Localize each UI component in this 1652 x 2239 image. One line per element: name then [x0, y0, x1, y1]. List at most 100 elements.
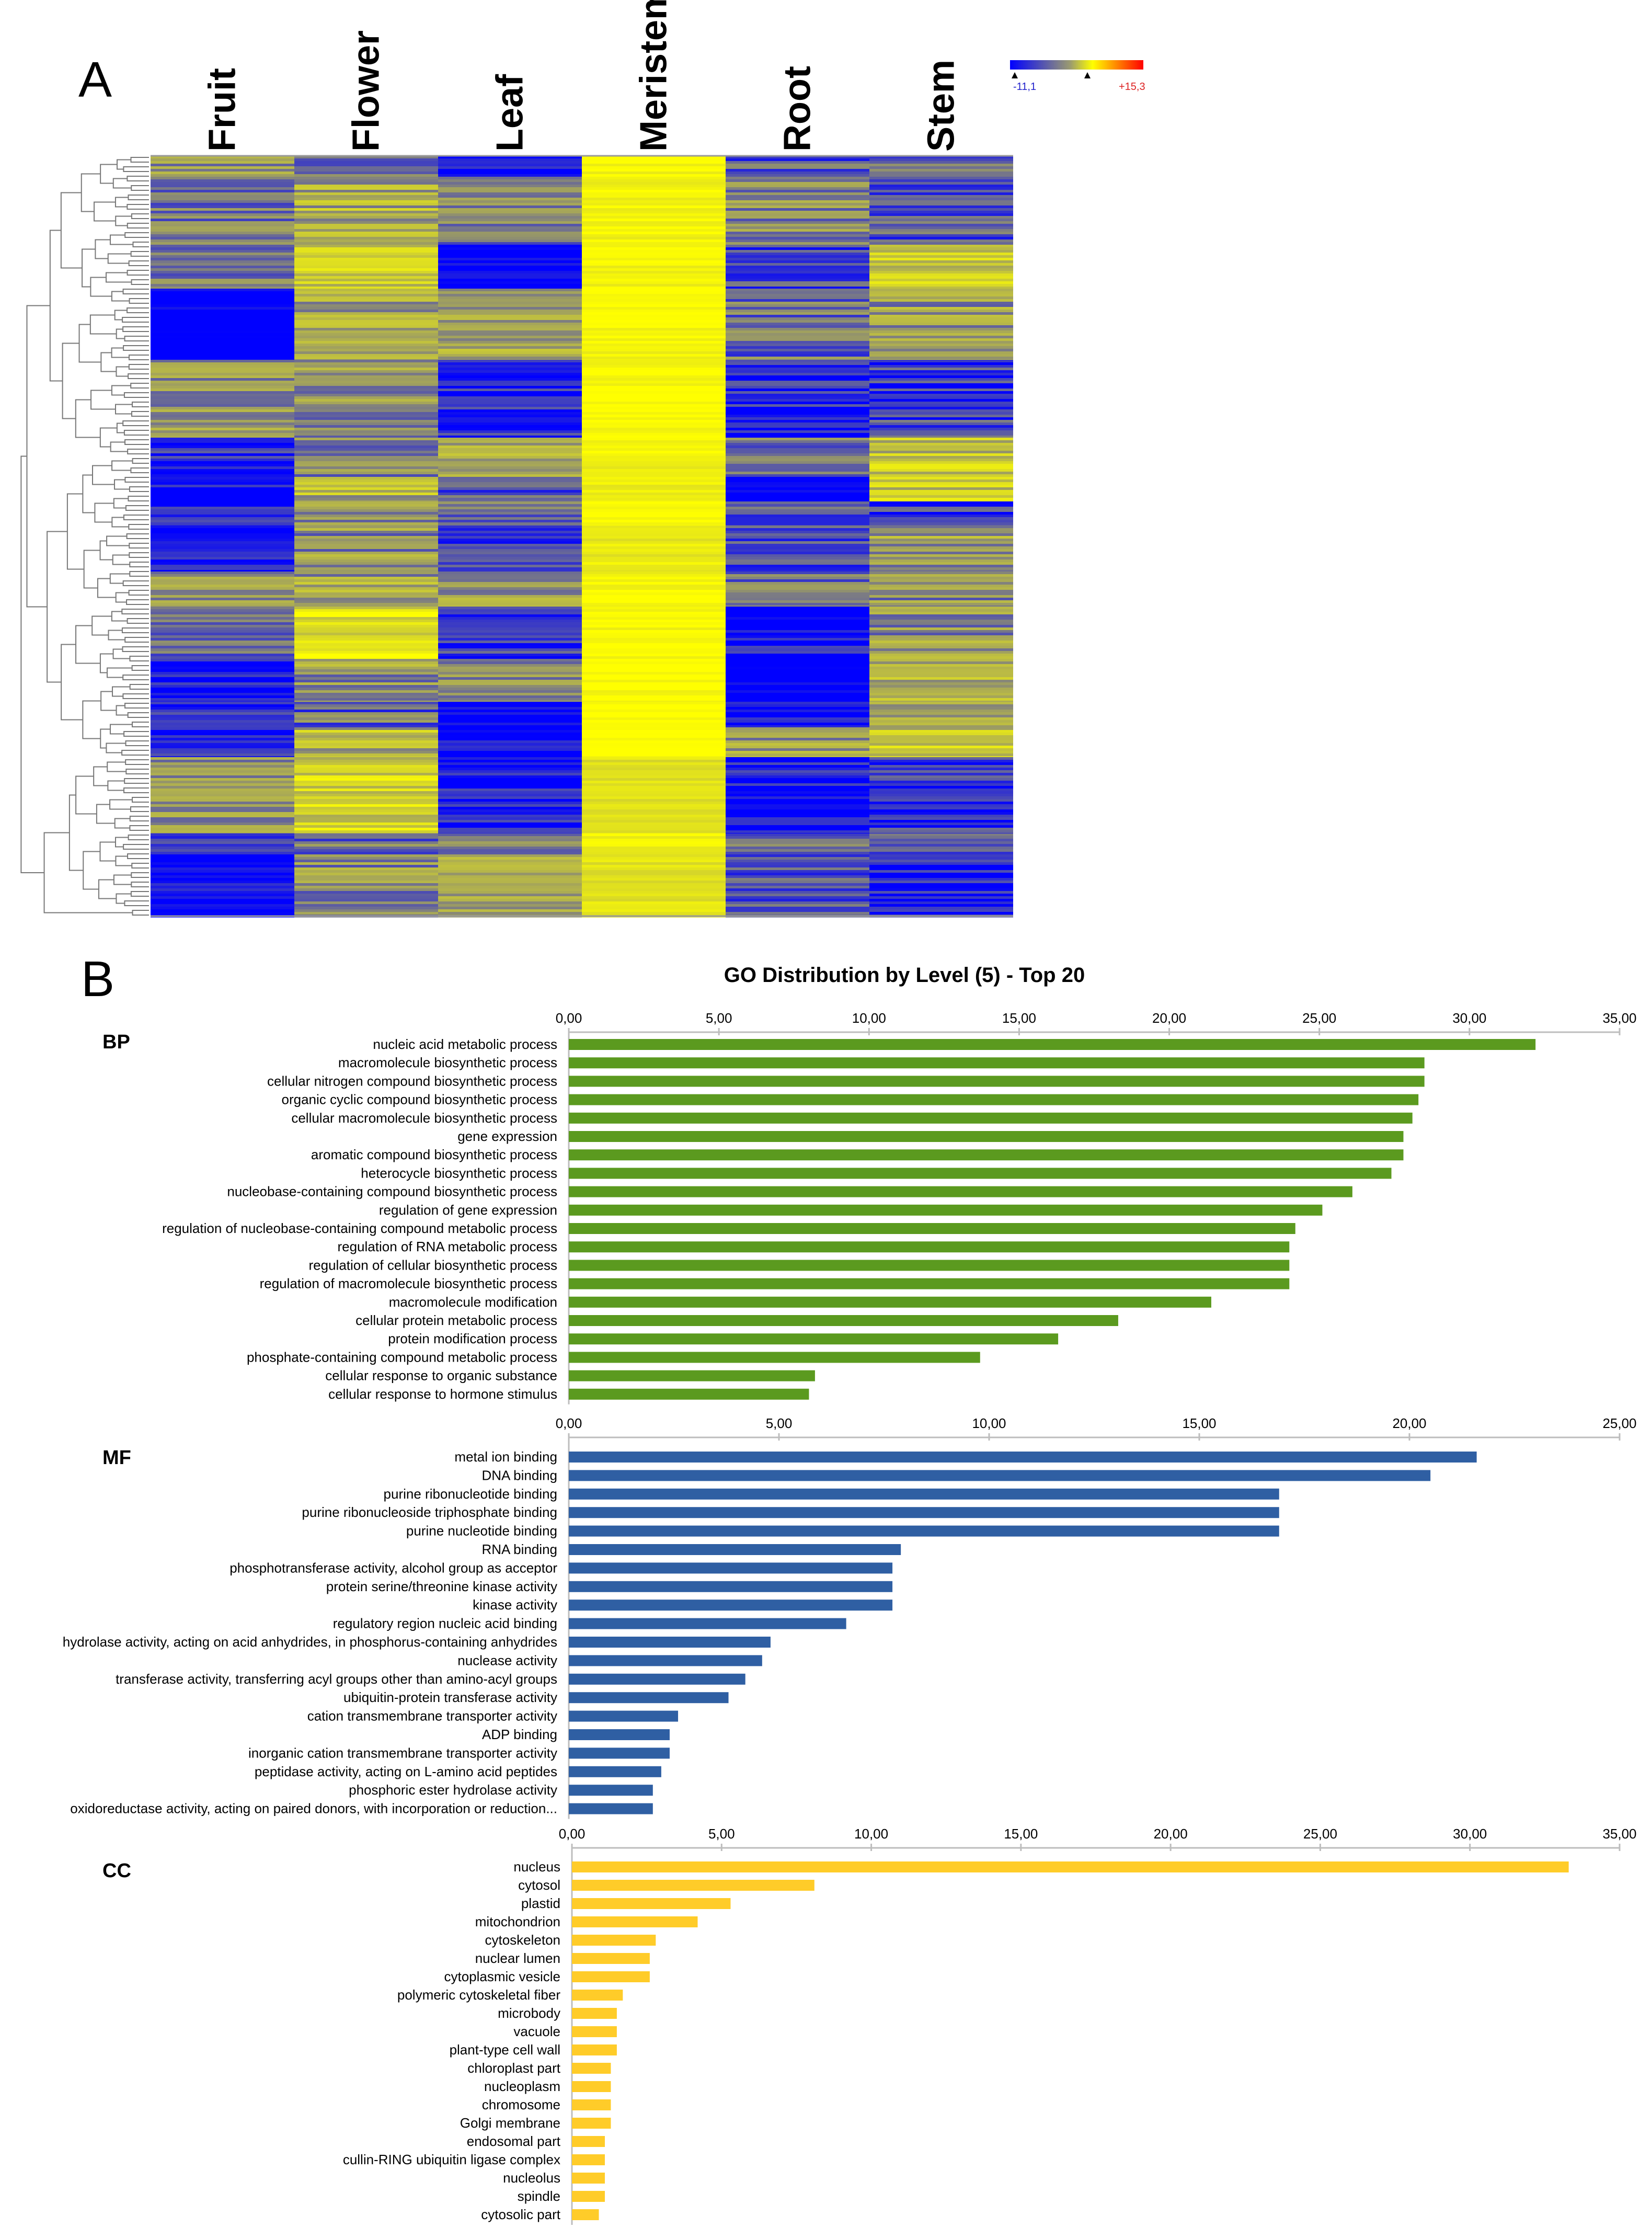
tick-label-mf: 20,00: [1392, 1415, 1426, 1431]
category-label-bp: macromolecule modification: [389, 1294, 557, 1310]
heatmap-column-root: [726, 156, 869, 918]
category-label-bp: cellular response to organic substance: [325, 1368, 557, 1384]
bar-bp: [569, 1278, 1290, 1289]
section-label-cc: CC: [102, 1860, 131, 1882]
category-label-mf: ubiquitin-protein transferase activity: [343, 1689, 557, 1705]
tick-label-mf: 25,00: [1602, 1415, 1636, 1431]
bar-bp: [569, 1388, 809, 1400]
category-label-cc: nucleolus: [503, 2170, 560, 2186]
category-label-mf: regulatory region nucleic acid binding: [333, 1616, 557, 1631]
category-label-bp: cellular protein metabolic process: [355, 1312, 557, 1328]
bar-bp: [569, 1186, 1352, 1197]
bar-bp: [569, 1112, 1413, 1124]
category-label-mf: metal ion binding: [454, 1449, 557, 1465]
scale-max-label: +15,3: [1119, 81, 1145, 93]
bar-mf: [569, 1600, 893, 1611]
tick-label-bp: 15,00: [1002, 1010, 1036, 1026]
tick-label-bp: 10,00: [852, 1010, 886, 1026]
category-label-mf: phosphotransferase activity, alcohol gro…: [230, 1560, 557, 1575]
category-label-cc: cullin-RING ubiquitin ligase complex: [343, 2152, 560, 2167]
category-label-bp: organic cyclic compound biosynthetic pro…: [282, 1092, 557, 1107]
scale-min-marker: [1012, 72, 1018, 78]
heatmap-column-meristem: [582, 156, 726, 918]
category-label-mf: protein serine/threonine kinase activity: [326, 1579, 557, 1594]
bar-bp: [569, 1057, 1425, 1069]
bar-mf: [569, 1766, 661, 1777]
bar-mf: [569, 1488, 1279, 1500]
tick-label-mf: 5,00: [766, 1415, 793, 1431]
bar-cc: [572, 1935, 656, 1946]
category-label-cc: nucleus: [513, 1859, 560, 1875]
bar-bp: [569, 1333, 1059, 1345]
category-label-bp: nucleobase-containing compound biosynthe…: [227, 1184, 557, 1200]
bar-chart-cc: 0,00 5,00 10,00 15,00 20,00 25,00 30,00 35,00 nu…: [343, 1826, 1637, 2225]
category-label-mf: nuclease activity: [457, 1652, 557, 1668]
tick-label-bp: 25,00: [1302, 1010, 1336, 1026]
color-scale-bar: [1010, 60, 1143, 70]
tick-label-bp: 5,00: [706, 1010, 732, 1026]
scale-mid-marker: [1084, 72, 1091, 78]
sample-label-flower: Flower: [346, 30, 387, 152]
bar-bp: [569, 1204, 1323, 1216]
bar-bp: [569, 1315, 1118, 1326]
sample-label-meristem: Meristem: [633, 0, 675, 152]
bar-cc: [572, 1916, 698, 1927]
bar-bp: [569, 1241, 1290, 1253]
category-label-mf: purine ribonucleoside triphosphate bindi…: [302, 1504, 557, 1520]
category-label-bp: cellular macromolecule biosynthetic proc…: [291, 1110, 557, 1126]
sample-label-root: Root: [777, 66, 819, 152]
heatmap-columns: [151, 155, 1013, 918]
category-label-cc: cytosolic part: [481, 2207, 560, 2222]
category-label-mf: ADP binding: [482, 1727, 557, 1742]
category-label-cc: vacuole: [513, 2024, 560, 2039]
bar-chart-mf: 0,00 5,00 10,00 15,00 20,00 25,00 metal ion bi…: [63, 1415, 1637, 1819]
category-label-cc: mitochondrion: [475, 1914, 560, 1929]
heatmap-column-leaf: [438, 156, 582, 918]
bar-bp: [569, 1039, 1536, 1050]
bar-cc: [572, 2173, 605, 2184]
bar-mf: [569, 1673, 745, 1685]
category-label-cc: plant-type cell wall: [450, 2042, 560, 2058]
category-label-cc: nuclear lumen: [475, 1950, 560, 1966]
bar-mf: [569, 1729, 670, 1740]
bar-mf: [569, 1747, 670, 1759]
bar-mf: [569, 1618, 846, 1629]
bar-mf: [569, 1525, 1279, 1537]
heatmap-column-fruit: [151, 156, 294, 918]
category-label-cc: Golgi membrane: [460, 2115, 560, 2131]
bar-cc: [572, 2081, 611, 2092]
tick-label-cc: 35,00: [1602, 1826, 1636, 1842]
bar-mf: [569, 1544, 901, 1555]
bar-cc: [572, 1861, 1569, 1872]
bar-mf: [569, 1637, 771, 1648]
bar-bp: [569, 1149, 1404, 1161]
heatmap: Fruit Flower Leaf Meristem Root Stem: [20, 0, 1013, 918]
category-label-mf: RNA binding: [481, 1541, 557, 1557]
category-label-bp: cellular nitrogen compound biosynthetic …: [267, 1073, 557, 1089]
category-label-cc: spindle: [518, 2188, 560, 2204]
bar-cc: [572, 1880, 814, 1891]
bar-mf: [569, 1507, 1279, 1518]
tick-label-mf: 0,00: [556, 1415, 582, 1431]
panel-a-letter: A: [78, 52, 112, 108]
category-label-bp: regulation of RNA metabolic process: [337, 1239, 557, 1254]
bar-bp: [569, 1094, 1419, 1105]
category-label-cc: nucleoplasm: [484, 2078, 560, 2094]
category-label-mf: cation transmembrane transporter activit…: [307, 1708, 557, 1724]
tick-label-bp: 0,00: [556, 1010, 582, 1026]
bar-mf: [569, 1692, 729, 1704]
category-label-mf: inorganic cation transmembrane transport…: [248, 1745, 557, 1761]
bar-mf: [569, 1785, 653, 1796]
heatmap-column-stem: [869, 156, 1013, 918]
bar-bp: [569, 1131, 1404, 1142]
category-label-mf: transferase activity, transferring acyl …: [116, 1671, 557, 1687]
bar-mf: [569, 1581, 893, 1592]
category-label-bp: heterocycle biosynthetic process: [361, 1165, 557, 1181]
bar-cc: [572, 2191, 605, 2202]
category-label-bp: nucleic acid metabolic process: [373, 1036, 557, 1052]
sample-label-stem: Stem: [921, 60, 962, 152]
category-label-cc: cytoplasmic vesicle: [444, 1969, 560, 1984]
heatmap-column-flower: [294, 156, 438, 918]
bar-bp: [569, 1296, 1211, 1308]
bar-bp: [569, 1260, 1290, 1271]
